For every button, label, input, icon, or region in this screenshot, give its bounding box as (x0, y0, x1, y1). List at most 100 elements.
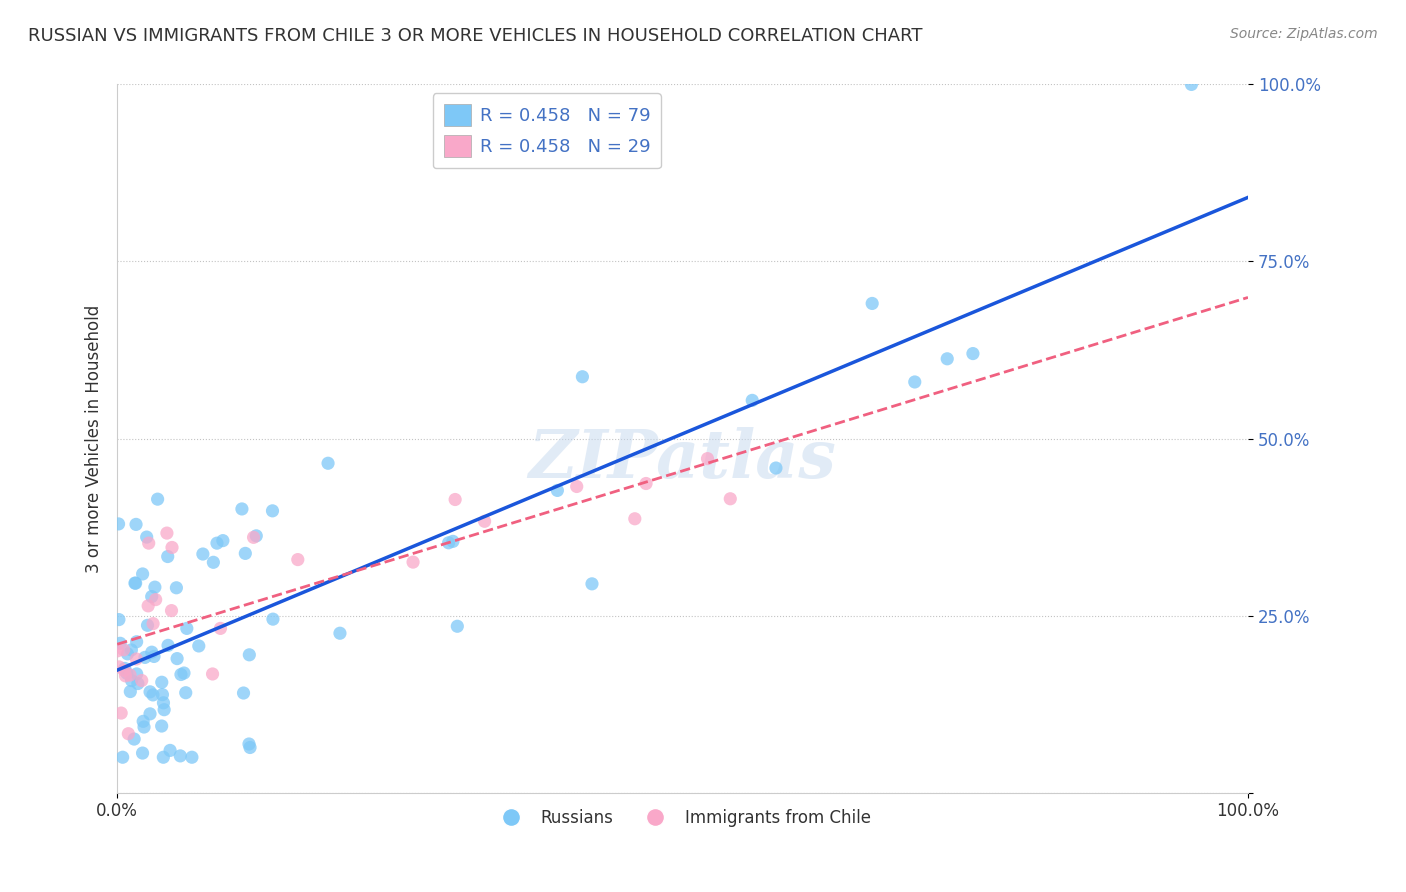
Point (437, 536, 460, 550)
Point (581, 577, 603, 591)
Point (136, 599, 159, 613)
Point (696, 451, 718, 466)
Point (262, 504, 284, 518)
Point (152, 688, 174, 702)
Point (169, 748, 191, 763)
Point (201, 667, 224, 681)
Point (121, 673, 143, 688)
Point (125, 667, 148, 681)
Point (174, 686, 197, 700)
Point (212, 533, 235, 548)
Point (160, 541, 183, 555)
Text: RUSSIAN VS IMMIGRANTS FROM CHILE 3 OR MORE VEHICLES IN HOUSEHOLD CORRELATION CHA: RUSSIAN VS IMMIGRANTS FROM CHILE 3 OR MO… (28, 27, 922, 45)
Point (634, 476, 657, 491)
Point (202, 555, 225, 569)
Point (131, 673, 153, 688)
Point (287, 552, 309, 566)
Point (209, 621, 232, 635)
Point (141, 590, 163, 604)
Point (146, 492, 169, 507)
Point (132, 714, 155, 729)
Point (145, 592, 167, 607)
Point (127, 676, 149, 690)
Point (936, 351, 959, 366)
Point (441, 534, 464, 549)
Point (159, 743, 181, 757)
Point (139, 706, 162, 721)
Point (108, 636, 131, 650)
Text: Source: ZipAtlas.com: Source: ZipAtlas.com (1230, 27, 1378, 41)
Point (170, 667, 193, 681)
Point (122, 732, 145, 747)
Point (110, 706, 132, 720)
Point (132, 720, 155, 734)
Point (108, 660, 131, 674)
Point (142, 616, 165, 631)
Point (860, 296, 883, 310)
Point (125, 517, 148, 532)
Point (131, 746, 153, 760)
Point (765, 461, 787, 475)
Point (624, 512, 647, 526)
Point (125, 634, 148, 648)
Point (150, 675, 173, 690)
Point (160, 604, 183, 618)
Point (112, 643, 135, 657)
Point (115, 666, 138, 681)
Point (238, 737, 260, 751)
Point (143, 580, 166, 594)
Point (112, 664, 135, 678)
Point (150, 719, 173, 733)
Point (156, 549, 179, 564)
Point (111, 750, 134, 764)
Point (239, 740, 262, 755)
Point (1180, 78, 1202, 92)
Point (135, 530, 157, 544)
Point (114, 669, 136, 683)
Point (108, 613, 131, 627)
Point (156, 526, 179, 541)
Point (157, 639, 180, 653)
Point (238, 648, 260, 662)
Text: ZIPatlas: ZIPatlas (529, 427, 837, 492)
Point (571, 369, 593, 384)
Point (446, 619, 468, 633)
Point (232, 686, 254, 700)
Point (242, 530, 264, 544)
Point (117, 647, 139, 661)
Point (141, 645, 163, 659)
Point (124, 576, 146, 591)
Point (138, 536, 160, 550)
Point (125, 652, 148, 666)
Point (180, 750, 202, 764)
Point (120, 668, 142, 682)
Point (124, 576, 146, 591)
Point (205, 536, 228, 550)
Point (474, 514, 496, 528)
Point (165, 581, 187, 595)
Point (231, 502, 253, 516)
Point (136, 618, 159, 632)
Point (117, 727, 139, 741)
Point (546, 483, 568, 498)
Point (741, 393, 763, 408)
Point (316, 456, 339, 470)
Point (245, 529, 267, 543)
Point (173, 666, 195, 681)
Point (329, 626, 352, 640)
Point (402, 555, 425, 569)
Point (153, 703, 176, 717)
Point (166, 651, 188, 665)
Point (131, 566, 153, 581)
Point (904, 375, 927, 389)
Point (107, 644, 129, 658)
Point (143, 649, 166, 664)
Point (233, 546, 256, 560)
Point (142, 688, 165, 702)
Point (114, 661, 136, 675)
Point (176, 621, 198, 635)
Point (962, 346, 984, 360)
Point (565, 479, 588, 493)
Point (139, 685, 162, 699)
Point (187, 639, 209, 653)
